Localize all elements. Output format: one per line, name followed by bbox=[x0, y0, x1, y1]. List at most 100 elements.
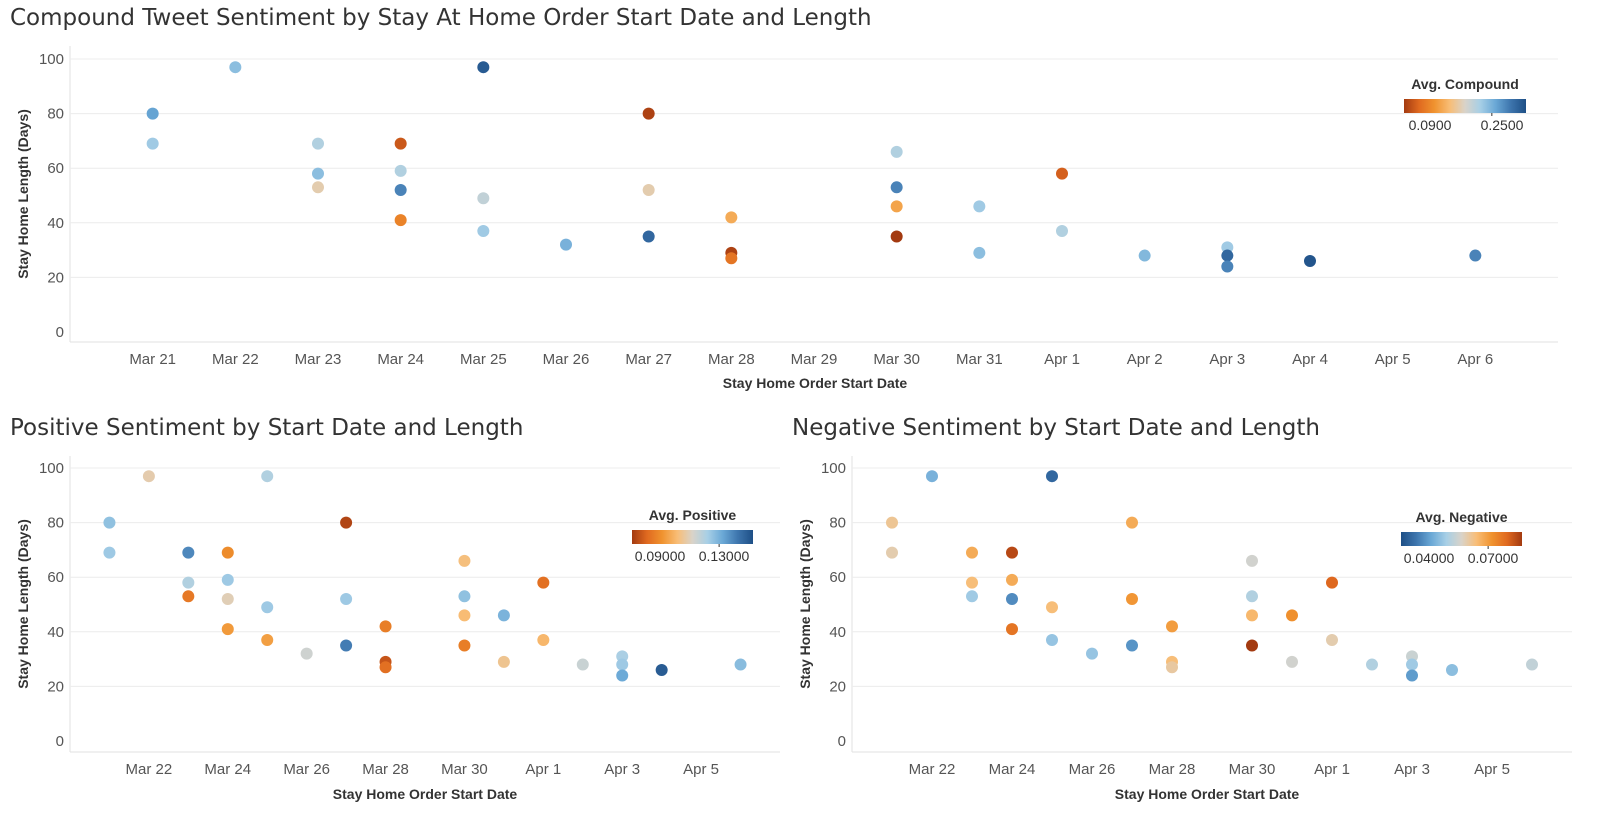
x-axis-title: Stay Home Order Start Date bbox=[723, 375, 908, 391]
x-tick-label: Mar 22 bbox=[212, 351, 259, 368]
y-tick-label: 0 bbox=[56, 733, 64, 750]
data-point bbox=[725, 211, 738, 224]
data-point bbox=[477, 61, 490, 74]
data-point bbox=[300, 647, 313, 660]
x-tick-label: Apr 5 bbox=[1474, 761, 1510, 778]
negative-chart-panel: Negative Sentiment by Start Date and Len… bbox=[782, 410, 1582, 831]
y-axis-title: Stay Home Length (Days) bbox=[797, 519, 813, 689]
x-tick-label: Mar 26 bbox=[543, 351, 590, 368]
y-tick-label: 100 bbox=[39, 460, 64, 477]
y-tick-label: 60 bbox=[47, 569, 64, 586]
data-point bbox=[1126, 593, 1138, 606]
x-tick-label: Mar 30 bbox=[441, 761, 488, 778]
data-point bbox=[1056, 224, 1068, 237]
data-point bbox=[1366, 658, 1378, 671]
data-point bbox=[1221, 260, 1234, 273]
data-point bbox=[886, 516, 898, 529]
y-tick-label: 0 bbox=[56, 324, 64, 341]
data-point bbox=[537, 576, 550, 589]
x-tick-label: Mar 28 bbox=[708, 351, 755, 368]
data-point bbox=[340, 639, 353, 652]
data-point bbox=[229, 61, 242, 74]
data-point bbox=[890, 230, 903, 243]
x-tick-label: Mar 29 bbox=[791, 351, 838, 368]
data-point bbox=[146, 137, 159, 150]
data-point bbox=[1086, 647, 1098, 660]
y-tick-label: 40 bbox=[47, 215, 64, 232]
y-tick-label: 60 bbox=[47, 160, 64, 177]
data-point bbox=[221, 573, 234, 586]
data-point bbox=[734, 658, 747, 671]
data-point bbox=[394, 164, 407, 177]
x-tick-label: Apr 5 bbox=[683, 761, 719, 778]
data-point bbox=[1166, 620, 1178, 633]
data-point bbox=[973, 200, 986, 213]
data-point bbox=[1326, 633, 1338, 646]
x-tick-label: Mar 24 bbox=[377, 351, 424, 368]
data-point bbox=[497, 655, 510, 668]
data-point bbox=[1046, 601, 1058, 614]
positive-chart-panel: Positive Sentiment by Start Date and Len… bbox=[0, 410, 790, 831]
data-point bbox=[1406, 658, 1418, 671]
data-point bbox=[890, 145, 903, 158]
y-tick-label: 80 bbox=[47, 106, 64, 123]
data-point bbox=[1006, 593, 1018, 606]
data-point bbox=[458, 639, 471, 652]
x-tick-label: Mar 22 bbox=[126, 761, 173, 778]
data-point bbox=[966, 576, 978, 589]
y-tick-label: 40 bbox=[47, 624, 64, 641]
x-tick-label: Mar 25 bbox=[460, 351, 507, 368]
data-point bbox=[926, 470, 938, 483]
negative-chart-title: Negative Sentiment by Start Date and Len… bbox=[792, 415, 1320, 441]
x-axis-title: Stay Home Order Start Date bbox=[1115, 786, 1300, 802]
data-point bbox=[560, 238, 572, 251]
y-tick-label: 20 bbox=[829, 678, 846, 695]
y-tick-label: 80 bbox=[47, 515, 64, 532]
data-point bbox=[886, 546, 898, 559]
data-point bbox=[103, 546, 116, 559]
legend-color-ramp bbox=[1404, 99, 1526, 113]
x-tick-label: Apr 1 bbox=[1314, 761, 1350, 778]
data-point bbox=[537, 633, 550, 646]
x-tick-label: Mar 24 bbox=[204, 761, 251, 778]
data-point bbox=[1138, 249, 1151, 262]
legend-title: Avg. Negative bbox=[1415, 509, 1507, 525]
data-point bbox=[642, 184, 655, 197]
data-point bbox=[312, 181, 324, 194]
x-tick-label: Mar 28 bbox=[1149, 761, 1196, 778]
positive-scatter-chart: 0 20 40 60 80 100 Mar 22 Mar 24 Mar 26 Mar 28 Mar … bbox=[15, 456, 780, 802]
x-tick-label: Apr 1 bbox=[525, 761, 561, 778]
data-point bbox=[182, 590, 195, 603]
data-point bbox=[182, 546, 195, 559]
y-tick-label: 20 bbox=[47, 269, 64, 286]
legend-max-label: 0.13000 bbox=[699, 548, 750, 564]
data-point bbox=[1469, 249, 1482, 262]
x-tick-label: Mar 31 bbox=[956, 351, 1003, 368]
data-point bbox=[1326, 576, 1338, 589]
data-point bbox=[725, 252, 738, 265]
data-point bbox=[616, 658, 629, 671]
data-point bbox=[261, 601, 274, 614]
data-point bbox=[1406, 669, 1418, 682]
data-point bbox=[1246, 639, 1258, 652]
data-point bbox=[1246, 554, 1258, 567]
compound-chart-title: Compound Tweet Sentiment by Stay At Home… bbox=[10, 5, 872, 31]
y-tick-label: 80 bbox=[829, 515, 846, 532]
data-point bbox=[1286, 609, 1298, 622]
legend-title: Avg. Compound bbox=[1411, 76, 1519, 92]
y-axis-title: Stay Home Length (Days) bbox=[15, 519, 31, 689]
data-point bbox=[642, 230, 655, 243]
legend-color-ramp bbox=[1401, 532, 1522, 546]
data-point bbox=[1126, 639, 1138, 652]
data-point bbox=[1246, 590, 1258, 603]
data-point bbox=[312, 167, 324, 180]
y-tick-label: 100 bbox=[39, 51, 64, 68]
x-tick-label: Mar 24 bbox=[989, 761, 1036, 778]
data-point bbox=[1166, 661, 1178, 674]
x-tick-label: Apr 3 bbox=[1394, 761, 1430, 778]
y-tick-label: 20 bbox=[47, 678, 64, 695]
data-point bbox=[312, 137, 324, 150]
y-tick-label: 60 bbox=[829, 569, 846, 586]
x-tick-label: Apr 4 bbox=[1292, 351, 1328, 368]
data-point bbox=[1126, 516, 1138, 529]
